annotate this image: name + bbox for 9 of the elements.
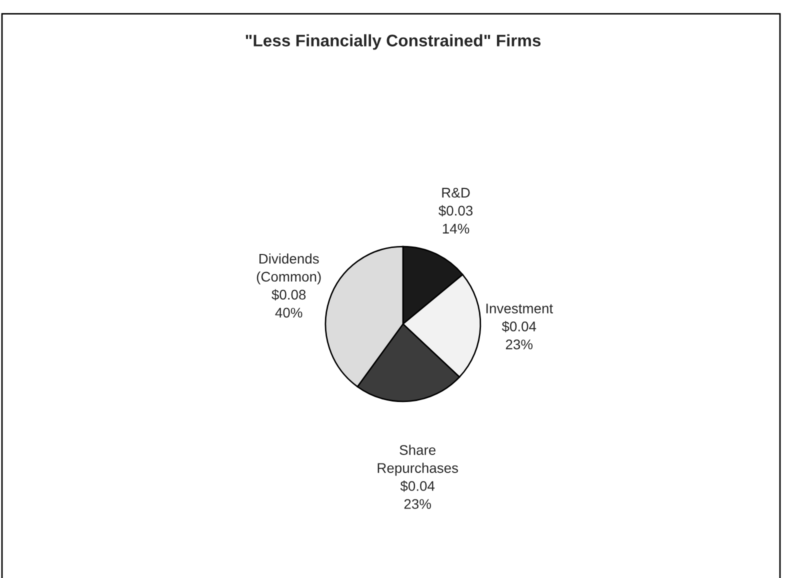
slice-label: Share Repurchases <box>378 444 458 476</box>
chart-title: "Less Financially Constrained" Firms <box>246 34 541 50</box>
data-label: $0.04 23% <box>502 320 536 350</box>
data-label: $0.03 14% <box>438 205 473 234</box>
slice-label: Investment <box>486 304 553 314</box>
data-label: $0.04 23% <box>400 480 435 509</box>
slice-label: R&D <box>442 188 470 198</box>
data-label: $0.08 40% <box>272 289 306 318</box>
slice-label: Dividends (Common) <box>256 253 321 284</box>
